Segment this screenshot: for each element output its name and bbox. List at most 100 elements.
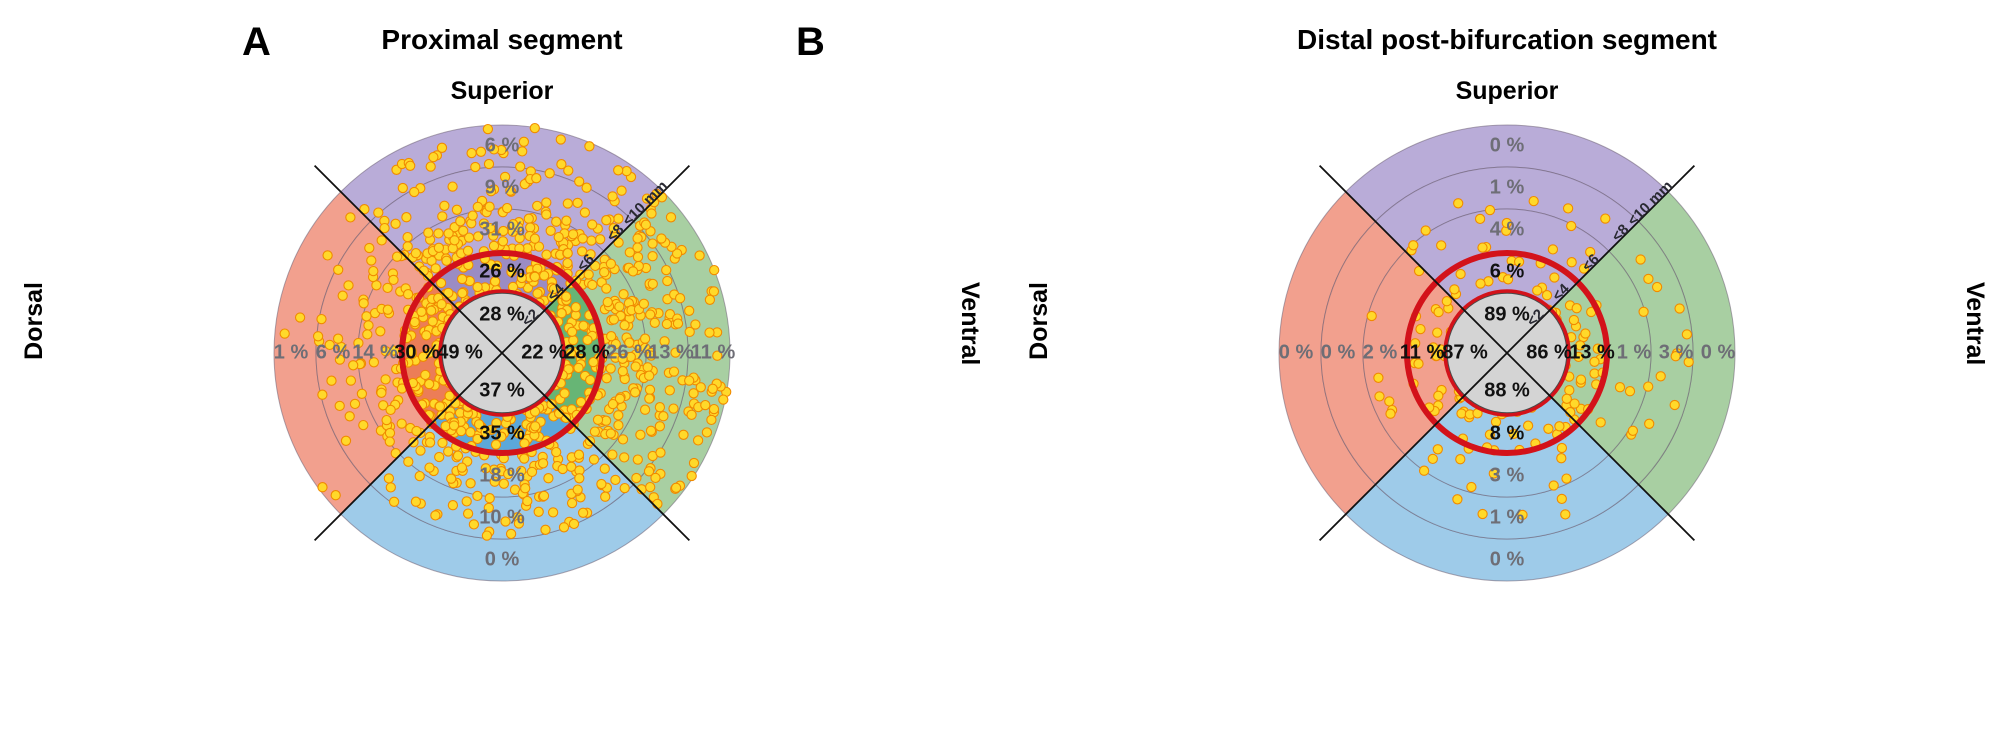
data-dot [403, 456, 414, 467]
data-dot [1556, 493, 1567, 505]
sector-divider-0 [1318, 164, 1508, 354]
data-dot [410, 248, 422, 259]
data-dot [1490, 416, 1502, 428]
data-dot [659, 336, 670, 347]
data-dot [1627, 425, 1639, 436]
data-dot [646, 208, 657, 219]
data-dot [497, 236, 509, 247]
data-dot [345, 212, 356, 223]
data-dot [481, 530, 493, 541]
data-dot [574, 176, 585, 187]
percent-label-ventral-3: 13 % [648, 341, 694, 363]
data-dot [345, 375, 357, 386]
percent-label-superior-4: 6 % [485, 134, 520, 156]
data-dot [639, 333, 651, 344]
data-dot [1528, 195, 1539, 207]
data-dot [424, 378, 435, 390]
percent-label-inferior-2: 18 % [479, 464, 525, 486]
data-dot [551, 216, 562, 227]
data-dot [436, 142, 448, 153]
data-dot [606, 331, 617, 342]
data-dot [547, 507, 559, 518]
data-dot [388, 496, 400, 507]
data-dot [670, 482, 682, 493]
data-dot [664, 385, 675, 396]
panel-b: B Distal post-bifurcation segment Superi… [796, 0, 2009, 756]
data-dot [1592, 343, 1603, 354]
data-dot [449, 235, 460, 246]
data-dot [383, 473, 395, 484]
direction-label-dorsal-b: Dorsal [1025, 282, 1053, 360]
data-dot [686, 409, 697, 420]
data-dot [688, 457, 700, 469]
percent-label-dorsal-3: 0 % [1321, 341, 1356, 363]
data-dot [503, 468, 514, 480]
data-dot [344, 411, 355, 422]
data-dot [520, 483, 531, 494]
data-dot [610, 338, 621, 350]
data-dot [402, 231, 413, 243]
data-dot [472, 281, 483, 293]
data-dot [541, 209, 552, 220]
data-dot [526, 466, 538, 478]
data-dot [380, 374, 391, 385]
data-dot [1562, 203, 1574, 214]
data-dot [382, 304, 393, 315]
data-dot [397, 182, 408, 194]
data-dot [434, 451, 445, 463]
data-dot [573, 449, 585, 460]
percent-label-inferior-1: 35 % [479, 422, 525, 444]
data-dot [496, 431, 507, 442]
percent-label-superior-1: 26 % [479, 260, 525, 282]
data-dot [599, 463, 610, 474]
data-dot [326, 375, 337, 386]
panel-b-letter: B [796, 20, 825, 64]
data-dot [416, 306, 427, 317]
sector-divider-1 [501, 164, 691, 354]
data-dot [546, 399, 557, 410]
data-dot [396, 418, 407, 429]
data-dot [548, 283, 560, 295]
direction-label-superior-b: Superior [1455, 77, 1559, 105]
data-dot [540, 524, 551, 535]
data-dot [665, 212, 677, 223]
data-dot [330, 490, 341, 501]
data-dot [1614, 382, 1626, 393]
data-dot [1566, 257, 1577, 268]
percent-label-dorsal-3: 6 % [316, 341, 351, 363]
data-dot [600, 491, 611, 502]
data-dot [505, 528, 517, 540]
data-dot [514, 232, 525, 244]
data-dot [588, 356, 599, 368]
sector-divider-2 [501, 352, 691, 542]
data-dot [629, 387, 641, 398]
red-inner-contour [1443, 289, 1571, 417]
data-dot [1433, 390, 1444, 401]
data-dot [443, 446, 454, 457]
data-dot [391, 251, 403, 262]
data-dot [491, 417, 502, 429]
data-dot [1436, 240, 1447, 251]
data-dot [605, 363, 616, 374]
data-dot [461, 496, 472, 507]
data-dot [343, 280, 354, 291]
data-dot [587, 219, 598, 230]
data-dot [613, 410, 624, 421]
data-dot [390, 218, 401, 229]
data-dot [485, 186, 497, 197]
data-dot [533, 241, 545, 252]
data-dot [458, 225, 469, 236]
data-dot [718, 394, 729, 405]
data-dot [363, 320, 374, 331]
red-outer-contour [1404, 250, 1610, 456]
data-dot [452, 450, 464, 461]
percent-label-ventral-3: 3 % [1659, 341, 1694, 363]
data-dot [390, 448, 401, 459]
data-dot [658, 411, 669, 422]
data-dot [632, 454, 643, 465]
data-dot [556, 308, 567, 319]
data-dot [608, 314, 620, 325]
percent-label-superior-2: 31 % [479, 218, 525, 240]
data-dot [409, 316, 420, 328]
data-dot [692, 435, 704, 446]
